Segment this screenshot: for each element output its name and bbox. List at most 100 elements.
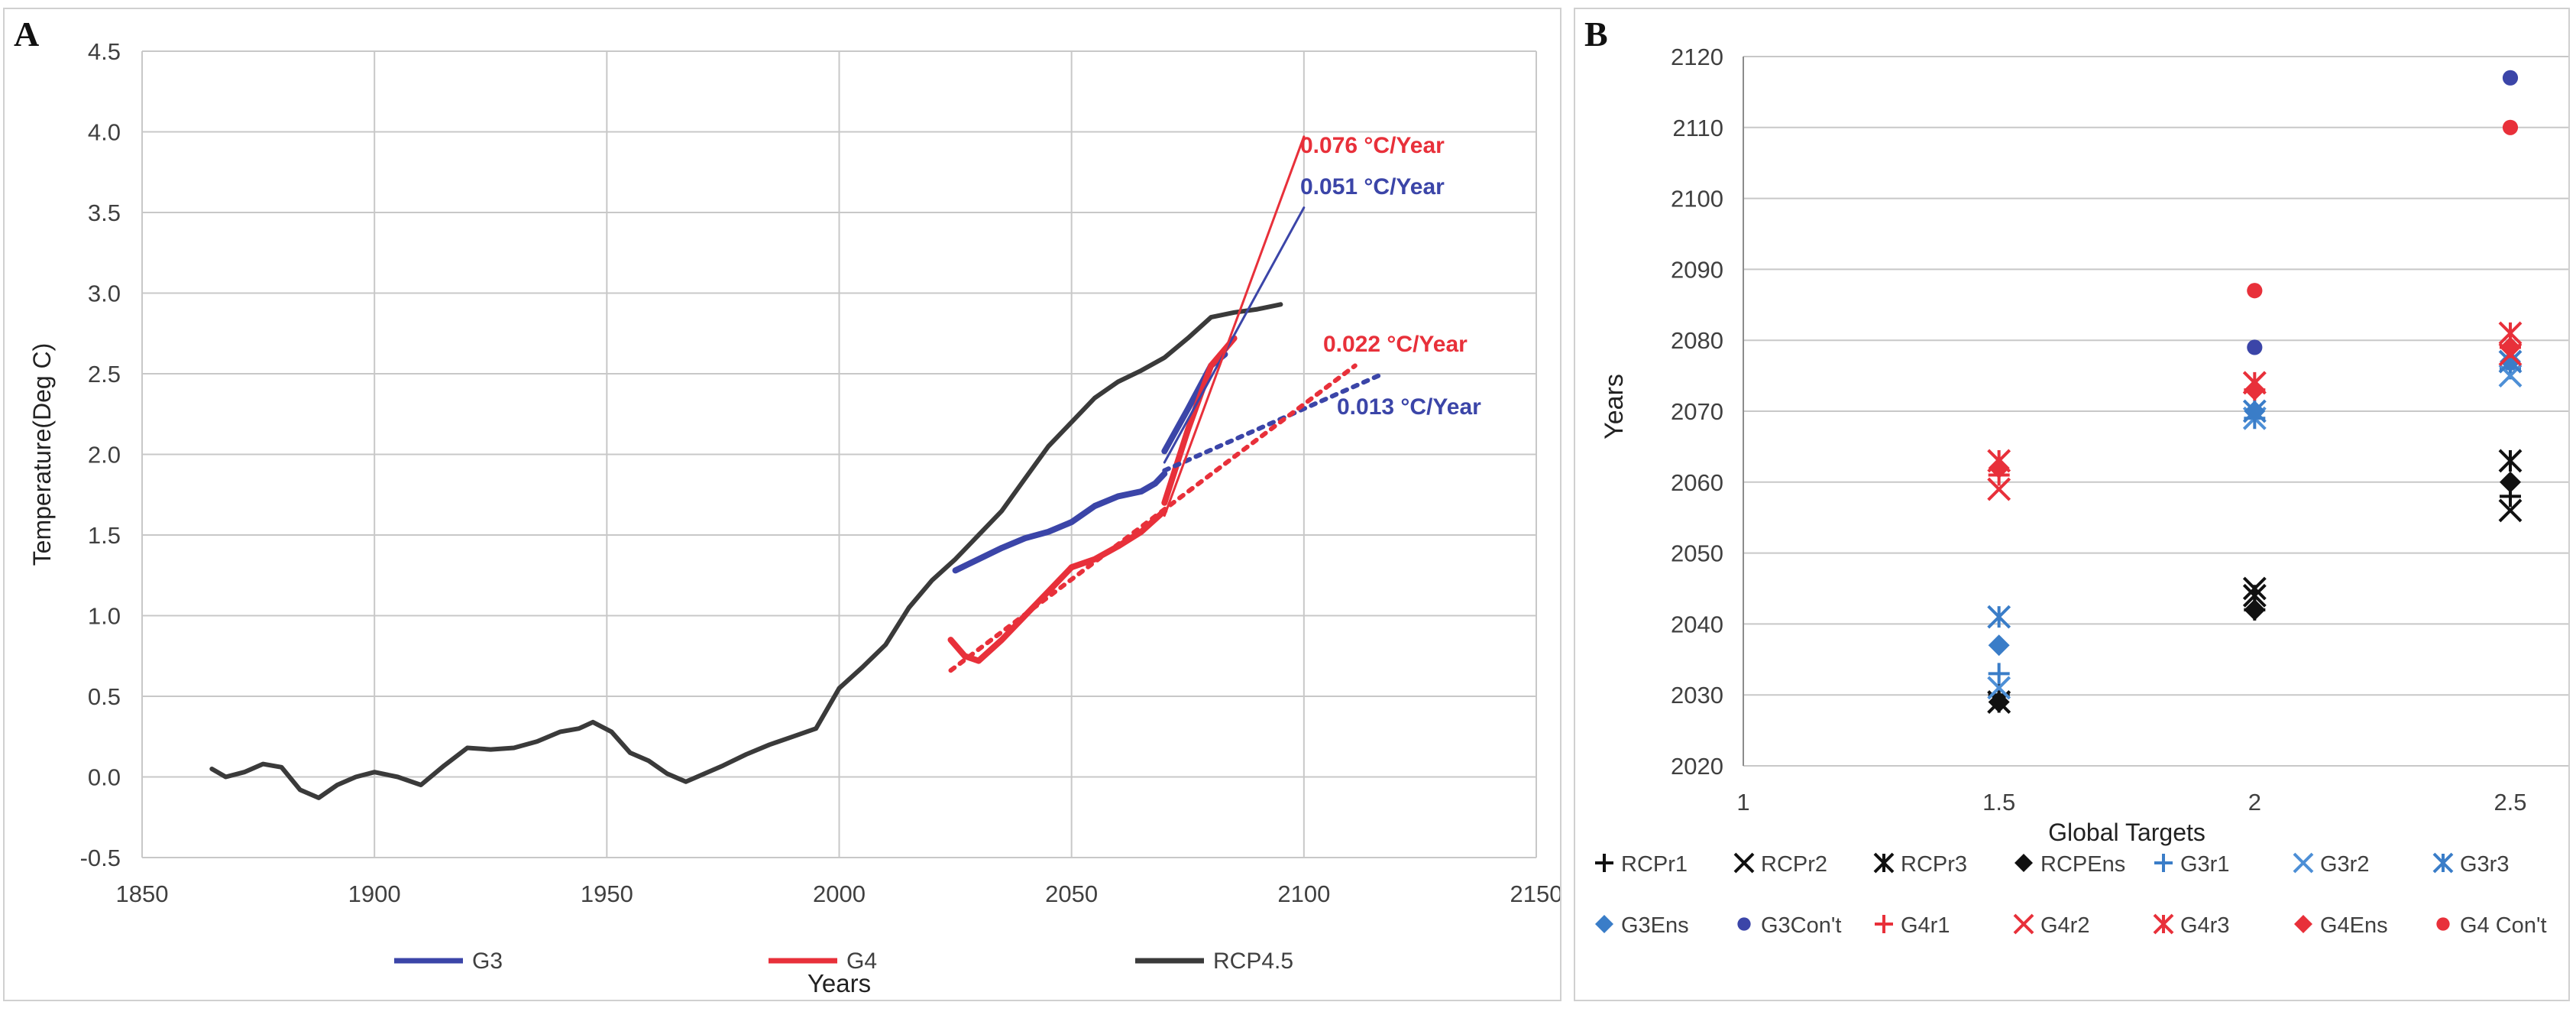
legend-label: RCPr2: [1761, 852, 1827, 877]
point-rcpens: [2244, 598, 2266, 621]
legend-label: G4r1: [1901, 913, 1950, 938]
point-g4ens: [2244, 379, 2266, 401]
x-tick-label: 1850: [116, 880, 169, 907]
point-g4r2: [1987, 477, 2011, 501]
series-g4-line: [947, 507, 1168, 664]
legend-label: G3r2: [2320, 852, 2369, 877]
y-tick-label: 2.0: [88, 442, 121, 469]
y-tick-label: -0.5: [80, 845, 121, 871]
x-tick-label: 1900: [348, 880, 401, 907]
y-tick-label: 2100: [1671, 186, 1723, 212]
y-tick-label: 4.5: [88, 38, 121, 65]
legend-marker-g4r2: [2013, 913, 2034, 935]
legend-label: RCPr3: [1901, 852, 1967, 877]
legend-marker-rcpens: [2015, 854, 2033, 872]
legend-marker-g3con-t: [1737, 917, 1751, 931]
x-tick-label: 2000: [813, 880, 866, 907]
y-tick-label: 2090: [1671, 256, 1723, 283]
y-tick-label: 2.5: [88, 361, 121, 388]
y-tick-label: 3.5: [88, 199, 121, 226]
x-axis-label: Years: [807, 969, 871, 997]
legend-label: G4Ens: [2320, 913, 2388, 938]
legend-marker-rcpr1: [1595, 854, 1613, 872]
x-axis-label: Global Targets: [2048, 819, 2205, 846]
point-g3con-t: [2247, 339, 2263, 355]
legend-label: G4r3: [2180, 913, 2229, 938]
point-rcpr2: [2498, 498, 2523, 523]
legend-label: RCPEns: [2040, 852, 2125, 877]
point-g3r2: [1987, 676, 2011, 700]
legend-label: G3: [472, 949, 503, 974]
series-g3-fit-line: [1163, 206, 1306, 464]
series-rcp45-line: [209, 302, 1283, 800]
panel-a-chart: 1850 1900 1950 2000 2050 2100 2150 -0.5 0.0 0.5 1.…: [28, 38, 1560, 997]
panel-a: A 1850 1900 1950 2000 2050 2100 2150 -0.5 0.0 0.5…: [3, 8, 1561, 1001]
legend-marker-g4ens: [2294, 915, 2312, 933]
legend-marker-g4-con-t: [2436, 917, 2450, 931]
series-g4-trend-dotted: [948, 363, 1358, 673]
x-tick-label: 2.5: [2493, 789, 2526, 816]
y-tick-label: 2050: [1671, 540, 1723, 567]
y-tick-label: 0.0: [88, 764, 121, 791]
y-tick-label: 2060: [1671, 469, 1723, 496]
legend-label: G4 Con't: [2460, 913, 2547, 938]
legend-marker-g3r3: [2432, 852, 2454, 874]
panel-b-chart: 2020 2030 2040 2050 2060 2070 2080 2090 2100 2110…: [1595, 44, 2568, 938]
y-tick-label: 1.0: [88, 603, 121, 630]
annotation-rate-3: 0.022 °C/Year: [1323, 332, 1468, 357]
y-tick-label: 2030: [1671, 682, 1723, 709]
panel-a-label: A: [14, 15, 40, 54]
panel-b-label: B: [1584, 15, 1608, 54]
legend-label: G4: [846, 949, 877, 974]
legend-marker-g4r3: [2153, 913, 2174, 935]
legend-marker-g3ens: [1595, 915, 1613, 933]
point-rcpr3: [2498, 449, 2523, 473]
y-tick-label: 2080: [1671, 327, 1723, 354]
y-tick-label: 2110: [1672, 115, 1723, 141]
series-g4-fit-line: [1163, 135, 1306, 517]
point-g4-con-t: [2247, 283, 2263, 299]
y-tick-label: 4.0: [88, 119, 121, 146]
legend-marker-rcpr2: [1733, 852, 1755, 874]
legend-marker-g4r1: [1875, 915, 1893, 933]
point-g4ens: [2500, 336, 2521, 358]
legend-label: G3Con't: [1761, 913, 1841, 938]
legend-marker-g3r2: [2293, 852, 2314, 874]
point-g3ens: [1988, 634, 2010, 657]
x-tick-label: 1950: [581, 880, 633, 907]
y-tick-label: 1.5: [88, 522, 121, 549]
legend-marker-rcpr3: [1873, 852, 1895, 874]
annotation-rate-1: 0.076 °C/Year: [1300, 133, 1445, 158]
y-axis-label: Temperature(Deg C): [28, 343, 56, 566]
legend-label: G3r3: [2460, 852, 2509, 877]
y-tick-label: 3.0: [88, 281, 121, 307]
point-rcpens: [2500, 471, 2521, 493]
point-g4-con-t: [2502, 119, 2519, 135]
point-g3ens: [2500, 351, 2521, 373]
y-tick-label: 0.5: [88, 683, 121, 710]
x-tick-label: 1: [1736, 789, 1749, 816]
y-tick-label: 2020: [1671, 753, 1723, 780]
point-g3ens: [2244, 400, 2266, 422]
y-tick-label: 2070: [1671, 398, 1723, 425]
y-axis-label: Years: [1600, 374, 1629, 439]
x-tick-label: 1.5: [1982, 789, 2015, 816]
legend-label: G3r1: [2180, 852, 2229, 877]
series-g3-trend-dotted: [1162, 371, 1386, 473]
legend-label: G3Ens: [1621, 913, 1689, 938]
point-rcpens: [1988, 691, 2010, 713]
x-tick-label: 2: [2248, 789, 2261, 816]
point-g3r1: [1988, 663, 2010, 685]
x-tick-label: 2150: [1510, 880, 1560, 907]
legend-label: RCP4.5: [1213, 949, 1293, 974]
point-g3con-t: [2502, 70, 2519, 86]
series-g3-line: [952, 470, 1168, 574]
y-tick-label: 2040: [1671, 611, 1723, 637]
x-tick-label: 2050: [1045, 880, 1098, 907]
point-g4ens: [1988, 457, 2010, 479]
x-tick-label: 2100: [1277, 880, 1330, 907]
legend-label: G4r2: [2040, 913, 2089, 938]
point-g3r3: [1987, 605, 2011, 629]
panel-b: B 2020 2030 2040 2050 2060 2070 2080 2090 2100 21…: [1574, 8, 2570, 1001]
annotation-rate-2: 0.051 °C/Year: [1300, 174, 1445, 199]
